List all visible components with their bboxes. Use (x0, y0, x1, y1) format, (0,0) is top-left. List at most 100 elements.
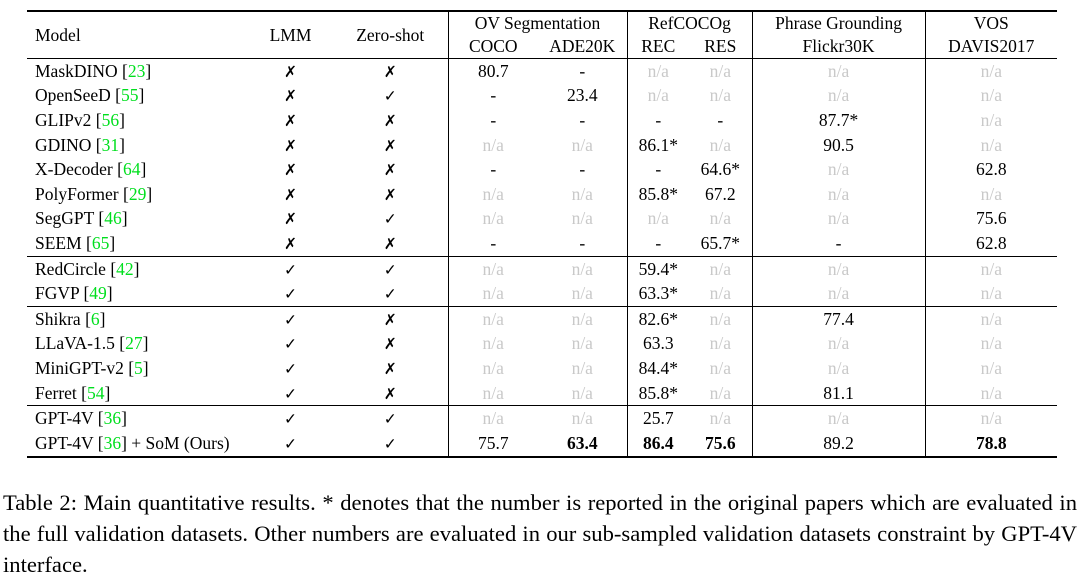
value-cell: 63.4 (538, 430, 628, 457)
value-cell: n/a (647, 85, 669, 106)
citation-bracket: ] (119, 109, 125, 130)
value-cell: n/a (538, 181, 628, 207)
model-name: X-Decoder [ (35, 159, 123, 180)
citation-bracket: ] (142, 333, 149, 354)
value-cell: n/a (689, 305, 753, 332)
lmm-mark: ✗ (248, 133, 333, 158)
value-cell: - (490, 232, 497, 253)
value-cell: n/a (538, 281, 628, 307)
citation-number: 42 (116, 258, 134, 279)
lmm-mark: ✗ (248, 57, 333, 84)
model-name: GDINO [ (35, 134, 102, 155)
value-cell: n/a (980, 134, 1002, 155)
value-cell: n/a (980, 357, 1002, 378)
citation-bracket: ] (142, 357, 149, 378)
value-cell: 82.6* (627, 305, 690, 332)
table-row: LLaVA-1.5 [27] ✓ ✗ n/a n/a 63.3 n/a n/a n/a (27, 331, 1057, 357)
value-cell: n/a (980, 183, 1002, 204)
results-table: Model LMM Zero-shot OV Segmentation RefC… (27, 10, 1058, 458)
model-cell: RedCircle [42] (27, 255, 248, 282)
value-cell: 75.6 (975, 208, 1007, 229)
value-cell: 63.3* (638, 283, 678, 304)
zero-shot-mark: ✗ (333, 231, 449, 257)
value-cell: n/a (752, 157, 926, 182)
value-cell: 25.7 (627, 405, 690, 431)
header-group-row: Model LMM Zero-shot OV Segmentation RefC… (27, 11, 1057, 59)
table-row: GLIPv2 [56] ✗ ✗ - - - -87.7* n/a (27, 108, 1057, 133)
model-cell: Shikra [6] (27, 305, 248, 332)
citation-bracket: ] (106, 283, 113, 304)
value-cell: n/a (752, 281, 926, 307)
check-icon: ✓ (284, 384, 297, 403)
zero-shot-mark: ✓ (333, 430, 449, 457)
value-cell: 62.8 (975, 159, 1007, 180)
model-cell: MiniGPT-v2 [5] (27, 356, 248, 381)
model-cell: OpenSeeD [55] (27, 84, 248, 109)
citation-number: 31 (101, 134, 120, 155)
citation-bracket: ] (99, 308, 106, 329)
value-cell: 78.8 (975, 432, 1007, 453)
value-cell: n/a (752, 405, 926, 431)
model-name: Ferret [ (35, 382, 87, 403)
value-cell: 75.7 (477, 432, 509, 453)
value-cell: 85.8* (638, 382, 678, 403)
col-header-zero-shot: Zero-shot (333, 11, 449, 59)
zero-shot-mark: ✗ (333, 157, 449, 182)
value-cell: 65.7* (689, 231, 753, 257)
value-cell: 84.4* (638, 357, 678, 378)
value-cell: n/a (538, 206, 628, 232)
value-cell: 67.2 (689, 181, 753, 207)
zero-shot-mark: ✗ (333, 305, 449, 332)
table-row: FGVP [49] ✓ ✓ n/a n/a 63.3* n/a n/a n/a (27, 281, 1057, 307)
citation-number: 56 (101, 109, 120, 130)
model-name: GPT-4V [ (35, 408, 104, 429)
value-cell: 86.1* (638, 134, 678, 155)
zero-shot-mark: ✗ (333, 380, 449, 406)
lmm-mark: ✗ (248, 108, 333, 133)
check-icon: ✓ (383, 410, 397, 429)
value-cell: n/a (689, 331, 753, 357)
value-cell: 23.4 (538, 83, 628, 109)
value-cell: n/a (538, 331, 628, 357)
model-cell: GPT-4V [36] (27, 405, 248, 431)
value-cell: n/a (482, 357, 504, 378)
lmm-mark: ✓ (248, 381, 333, 406)
value-cell: 62.8 (975, 232, 1007, 253)
value-cell: - (490, 85, 497, 106)
col-header-flickr30k: Flickr30K (752, 35, 926, 59)
value-cell: - (538, 231, 628, 257)
table-row: Ferret [54] ✓ ✗ n/a n/a 85.8* n/a 81.1 n/a (27, 380, 1057, 406)
citation-bracket: ] (121, 208, 128, 229)
table-row: SEEM [65] ✗ ✗ - - -65.7* -62.8 (27, 231, 1057, 257)
value-cell: n/a (482, 208, 504, 229)
model-name: MiniGPT-v2 [ (35, 357, 135, 378)
citation-number: 64 (122, 159, 141, 180)
cross-icon: ✗ (284, 234, 297, 253)
value-cell: 77.4 (752, 305, 926, 332)
citation-bracket: ] (109, 232, 116, 253)
citation-number: 5 (134, 357, 143, 378)
value-cell: n/a (752, 206, 926, 232)
value-cell: n/a (752, 356, 926, 381)
col-header-rec: REC (627, 35, 690, 59)
citation-bracket: ] (146, 183, 153, 204)
value-cell: n/a (689, 281, 753, 307)
value-cell: - (538, 108, 628, 133)
value-cell: n/a (689, 57, 753, 84)
citation-number: 49 (89, 283, 107, 304)
model-name: Shikra [ (35, 308, 91, 329)
check-icon: ✓ (383, 260, 397, 279)
value-cell: n/a (482, 333, 504, 354)
cross-icon: ✗ (383, 111, 397, 130)
lmm-mark: ✓ (248, 405, 333, 431)
group-header-phrase-grounding: Phrase Grounding (752, 11, 926, 35)
model-name: GPT-4V [ (35, 432, 104, 453)
cross-icon: ✗ (383, 384, 397, 403)
zero-shot-mark: ✗ (333, 356, 449, 381)
cross-icon: ✗ (383, 310, 397, 329)
group-header-refcocog: RefCOCOg (627, 11, 753, 35)
model-name: PolyFormer [ (35, 183, 129, 204)
citation-bracket: ] (121, 408, 127, 429)
value-cell: - (490, 159, 497, 180)
citation-number: 36 (103, 432, 122, 453)
